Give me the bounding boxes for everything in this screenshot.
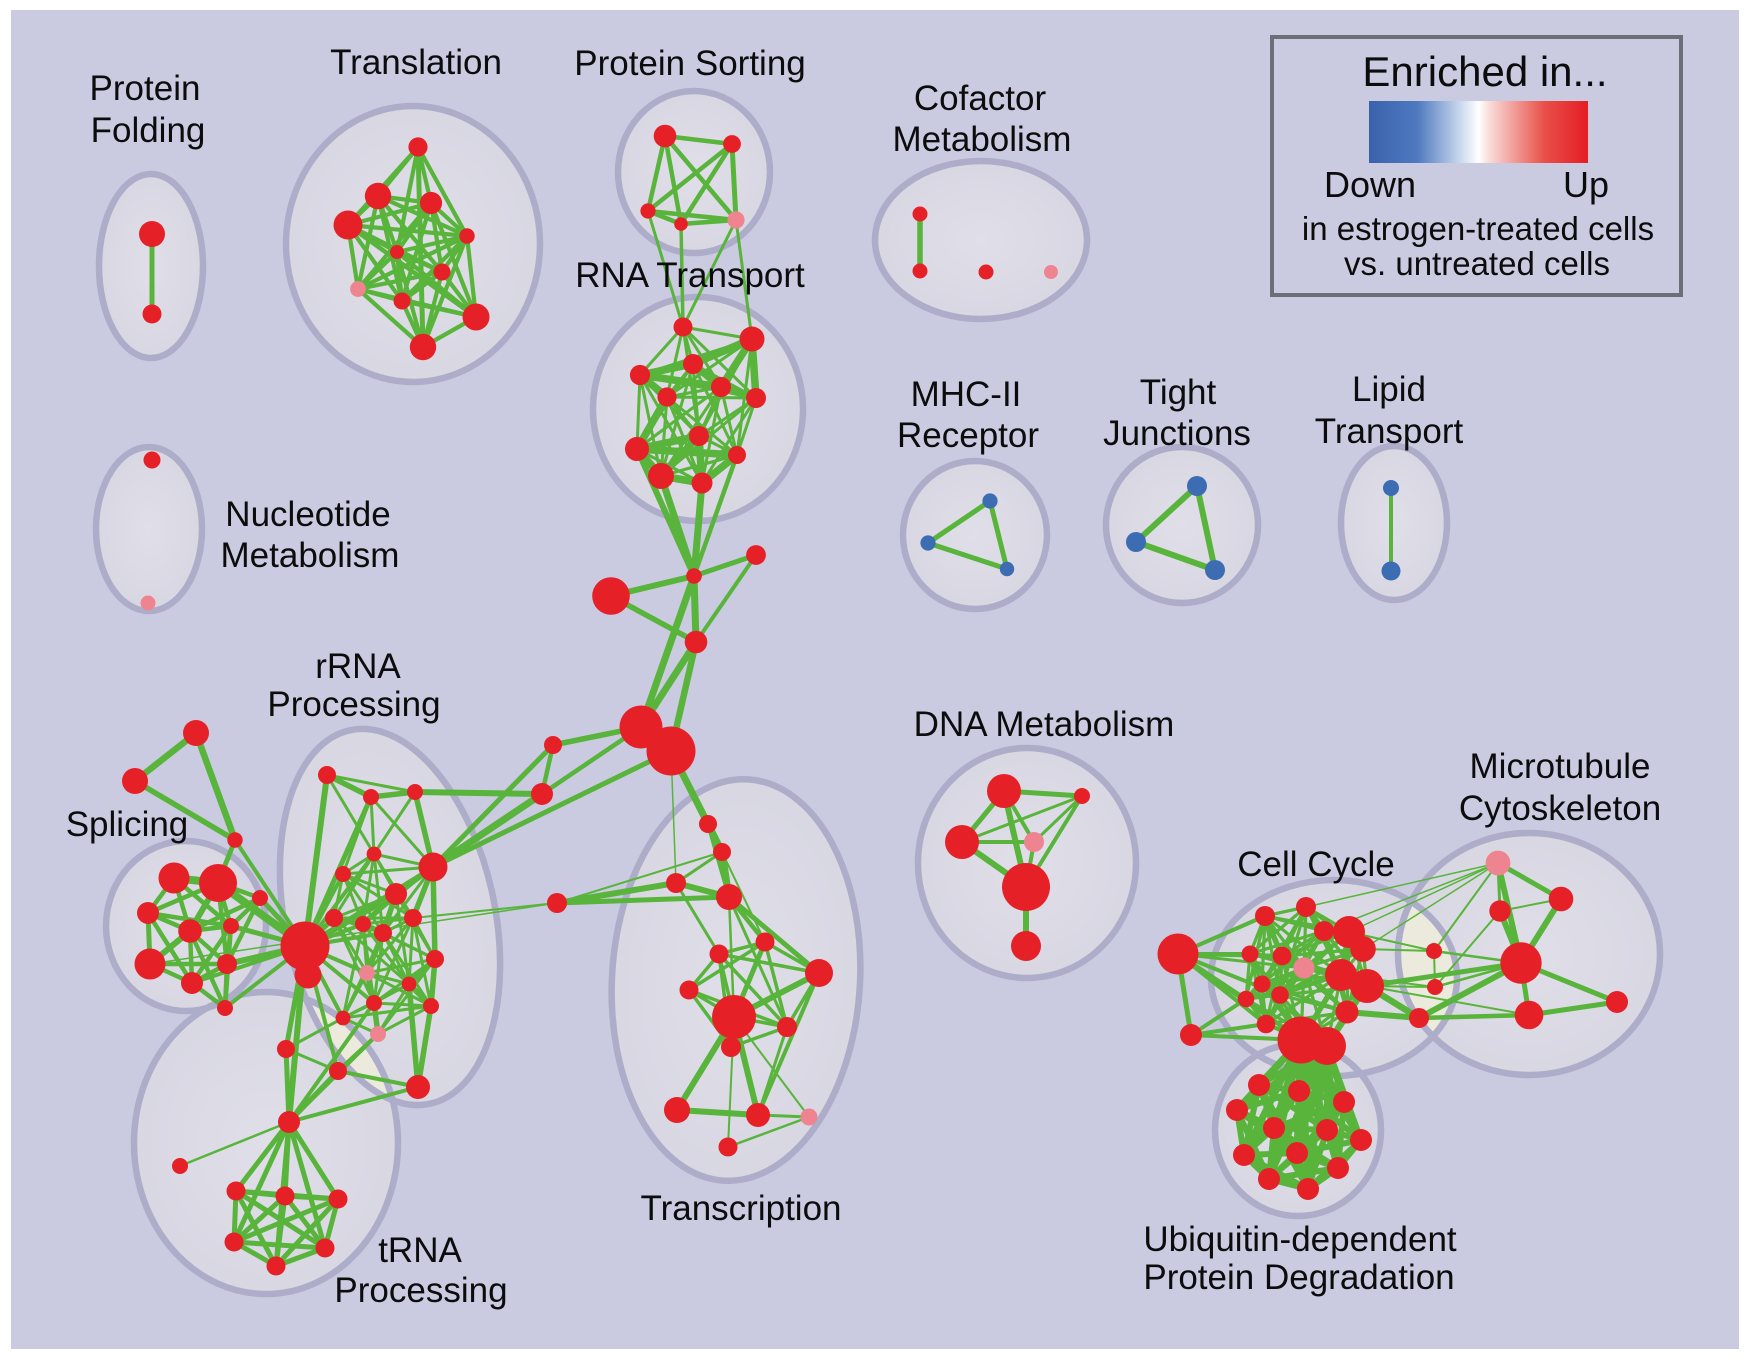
svg-text:Microtubule: Microtubule — [1470, 747, 1651, 786]
svg-text:Translation: Translation — [330, 43, 502, 82]
svg-text:Transport: Transport — [1315, 412, 1464, 451]
svg-text:Folding: Folding — [91, 111, 206, 150]
svg-text:rRNA: rRNA — [315, 647, 401, 686]
svg-text:Up: Up — [1563, 164, 1609, 205]
svg-text:Cofactor: Cofactor — [914, 79, 1047, 118]
svg-text:Cell Cycle: Cell Cycle — [1237, 845, 1395, 884]
svg-text:Ubiquitin-dependent: Ubiquitin-dependent — [1143, 1220, 1457, 1259]
svg-text:Metabolism: Metabolism — [221, 536, 400, 575]
svg-text:Protein Degradation: Protein Degradation — [1143, 1258, 1454, 1297]
svg-text:Protein Sorting: Protein Sorting — [574, 44, 806, 83]
svg-text:Lipid: Lipid — [1352, 370, 1426, 409]
svg-text:MHC-II: MHC-II — [911, 375, 1022, 414]
svg-text:Metabolism: Metabolism — [893, 120, 1072, 159]
svg-text:Transcription: Transcription — [641, 1189, 842, 1228]
svg-text:DNA Metabolism: DNA Metabolism — [914, 705, 1175, 744]
svg-text:Processing: Processing — [334, 1271, 507, 1310]
svg-text:Splicing: Splicing — [66, 805, 189, 844]
svg-text:Down: Down — [1324, 164, 1416, 205]
svg-text:Junctions: Junctions — [1103, 414, 1251, 453]
svg-text:vs. untreated cells: vs. untreated cells — [1344, 245, 1610, 282]
svg-text:Enriched in...: Enriched in... — [1362, 48, 1607, 95]
svg-text:Tight: Tight — [1140, 373, 1217, 412]
svg-text:RNA Transport: RNA Transport — [575, 256, 805, 295]
svg-text:Nucleotide: Nucleotide — [225, 495, 390, 534]
svg-text:Protein: Protein — [90, 69, 201, 108]
svg-text:tRNA: tRNA — [378, 1231, 462, 1270]
svg-text:Cytoskeleton: Cytoskeleton — [1459, 789, 1661, 828]
svg-text:in estrogen-treated cells: in estrogen-treated cells — [1302, 210, 1654, 247]
svg-text:Processing: Processing — [267, 685, 440, 724]
svg-text:Receptor: Receptor — [897, 416, 1039, 455]
